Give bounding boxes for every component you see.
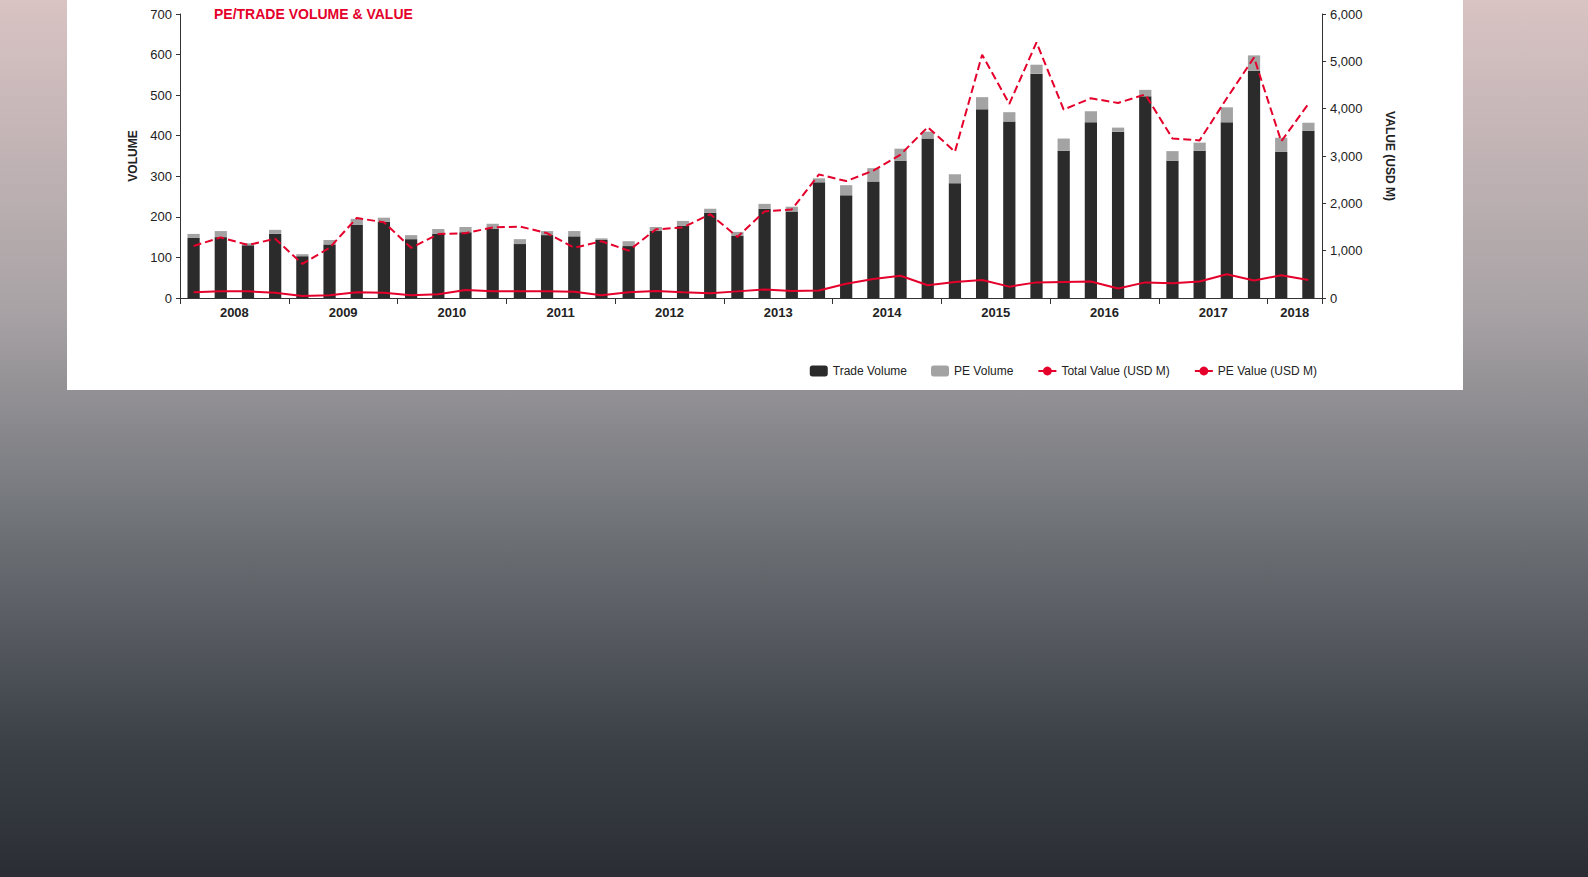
svg-text:PE Volume: PE Volume [954,364,1014,378]
svg-text:0: 0 [1330,291,1337,306]
svg-text:2016: 2016 [1090,305,1119,320]
svg-text:6,000: 6,000 [1330,7,1363,22]
svg-text:400: 400 [150,128,172,143]
svg-text:300: 300 [150,169,172,184]
svg-text:500: 500 [150,88,172,103]
svg-text:2010: 2010 [437,305,466,320]
svg-text:2008: 2008 [220,305,249,320]
svg-text:2012: 2012 [655,305,684,320]
svg-text:Total Value (USD M): Total Value (USD M) [1061,364,1169,378]
svg-text:VALUE (USD M): VALUE (USD M) [1383,111,1397,201]
svg-text:2017: 2017 [1199,305,1228,320]
svg-text:600: 600 [150,47,172,62]
svg-text:2009: 2009 [329,305,358,320]
svg-text:VOLUME: VOLUME [126,130,140,181]
svg-text:Trade Volume: Trade Volume [833,364,908,378]
svg-text:5,000: 5,000 [1330,54,1363,69]
svg-text:1,000: 1,000 [1330,243,1363,258]
svg-text:2018: 2018 [1280,305,1309,320]
svg-text:PE/TRADE VOLUME & VALUE: PE/TRADE VOLUME & VALUE [214,6,413,22]
svg-text:2015: 2015 [981,305,1010,320]
svg-text:4,000: 4,000 [1330,101,1363,116]
svg-text:100: 100 [150,250,172,265]
svg-text:700: 700 [150,7,172,22]
svg-text:2013: 2013 [764,305,793,320]
svg-text:PE Value (USD M): PE Value (USD M) [1218,364,1317,378]
svg-text:2014: 2014 [872,305,902,320]
svg-text:2,000: 2,000 [1330,196,1363,211]
svg-text:2011: 2011 [547,305,575,320]
svg-text:3,000: 3,000 [1330,149,1363,164]
svg-text:0: 0 [165,291,172,306]
svg-text:200: 200 [150,209,172,224]
